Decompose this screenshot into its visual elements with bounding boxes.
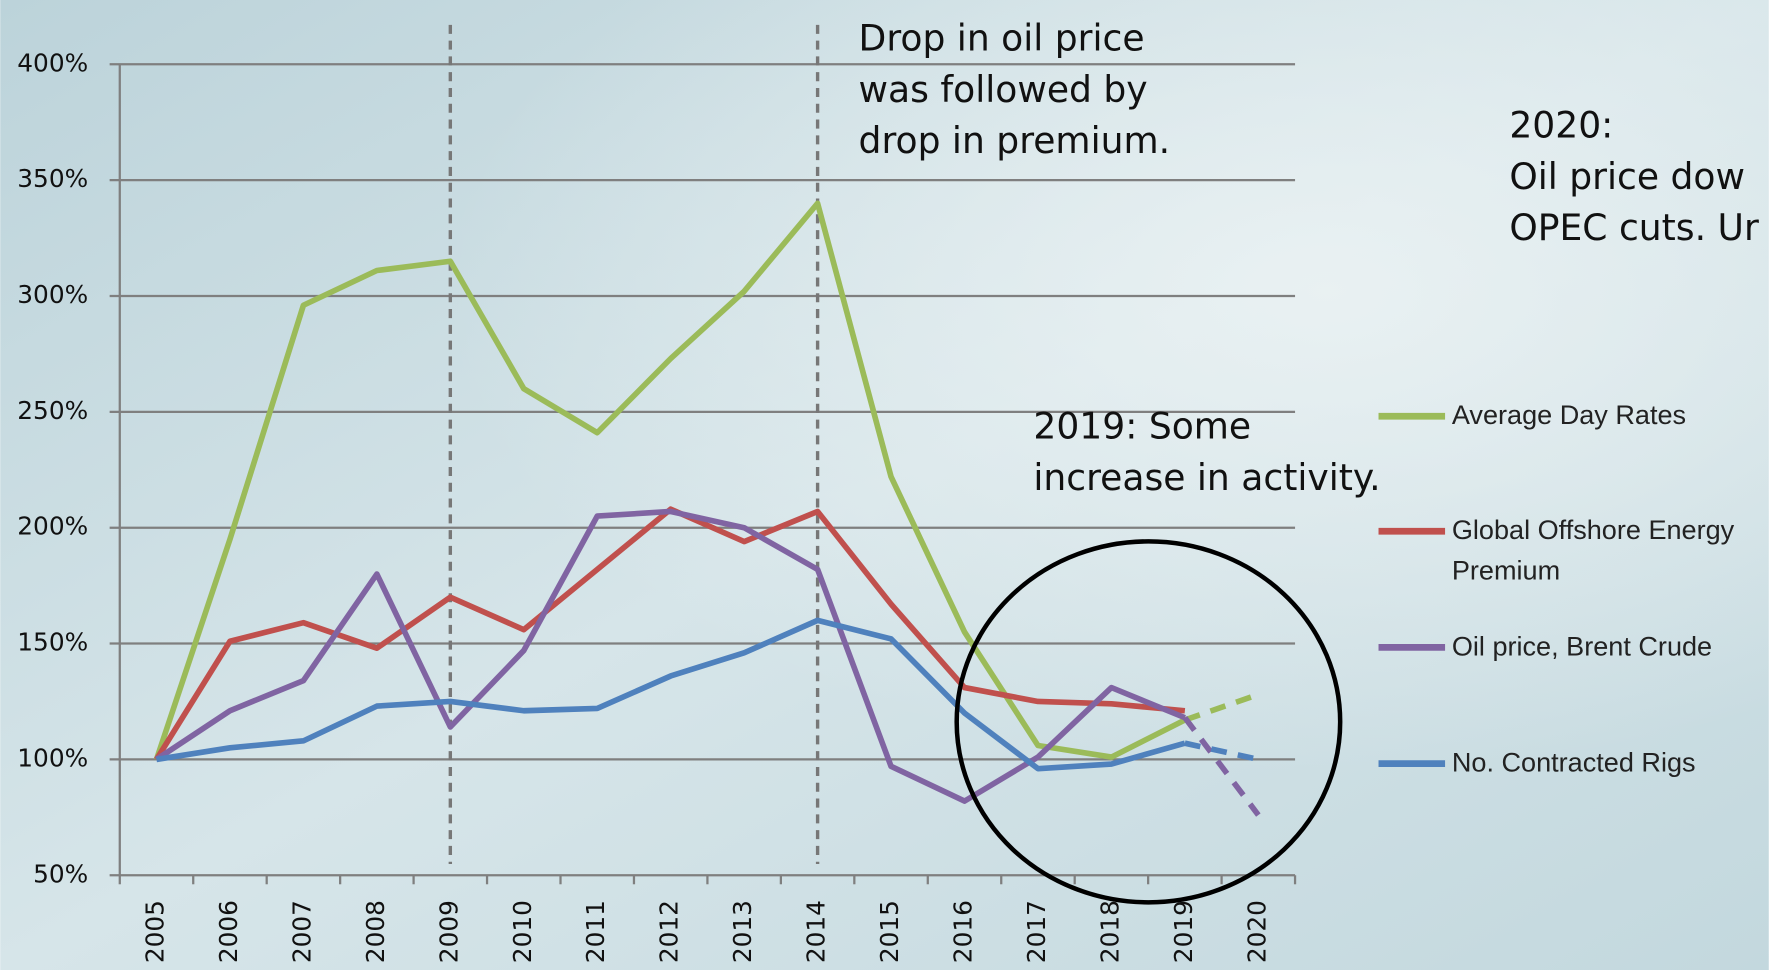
x-tick-label: 2017 (1022, 900, 1051, 963)
x-tick-label: 2013 (728, 900, 757, 963)
legend-label: Oil price, Brent Crude (1452, 627, 1769, 668)
y-tick-label: 50% (33, 859, 88, 888)
annotation: increase in activity. (1033, 457, 1380, 499)
y-tick-label: 400% (17, 48, 88, 77)
annotation: was followed by (859, 69, 1148, 111)
y-tick-label: 100% (17, 743, 88, 772)
annotation: 2019: Some (1033, 406, 1251, 448)
legend-label: Global Offshore Energy Premium (1452, 511, 1769, 592)
x-tick-label: 2009 (434, 900, 463, 963)
x-tick-label: 2012 (655, 900, 684, 963)
x-tick-label: 2014 (802, 900, 831, 963)
y-tick-label: 300% (17, 280, 88, 309)
x-tick-label: 2019 (1169, 900, 1198, 963)
y-tick-label: 350% (17, 164, 88, 193)
x-tick-label: 2018 (1095, 900, 1124, 963)
annotation: 2020: (1509, 104, 1613, 146)
x-tick-label: 2016 (949, 900, 978, 963)
legend-entry: Oil price, Brent Crude (1452, 627, 1769, 717)
x-tick-label: 2008 (361, 900, 390, 963)
y-tick-label: 250% (17, 396, 88, 425)
legend-label: Average Day Rates (1452, 396, 1769, 437)
x-tick-label: 2005 (141, 900, 170, 963)
annotation: OPEC cuts. Ur (1509, 207, 1759, 249)
x-tick-label: 2011 (581, 900, 610, 963)
x-tick-label: 2007 (287, 900, 316, 963)
y-tick-label: 200% (17, 512, 88, 541)
annotation: Drop in oil price (859, 18, 1145, 60)
legend-entry: No. Contracted Rigs (1452, 743, 1769, 833)
legend-entry: Global Offshore Energy Premium (1452, 511, 1769, 601)
x-tick-label: 2006 (214, 900, 243, 963)
x-tick-label: 2010 (508, 900, 537, 963)
legend-label: No. Contracted Rigs (1452, 743, 1769, 784)
annotation: drop in premium. (859, 120, 1171, 162)
annotation: Oil price dow (1509, 156, 1745, 198)
x-tick-label: 2020 (1242, 900, 1271, 963)
legend-entry: Average Day Rates (1452, 396, 1769, 486)
y-tick-label: 150% (17, 628, 88, 657)
chart: 50% 100% 150% 200% 250% 300% 350% 400% 2005 2006 2… (0, 0, 1769, 970)
x-tick-label: 2015 (875, 900, 904, 963)
